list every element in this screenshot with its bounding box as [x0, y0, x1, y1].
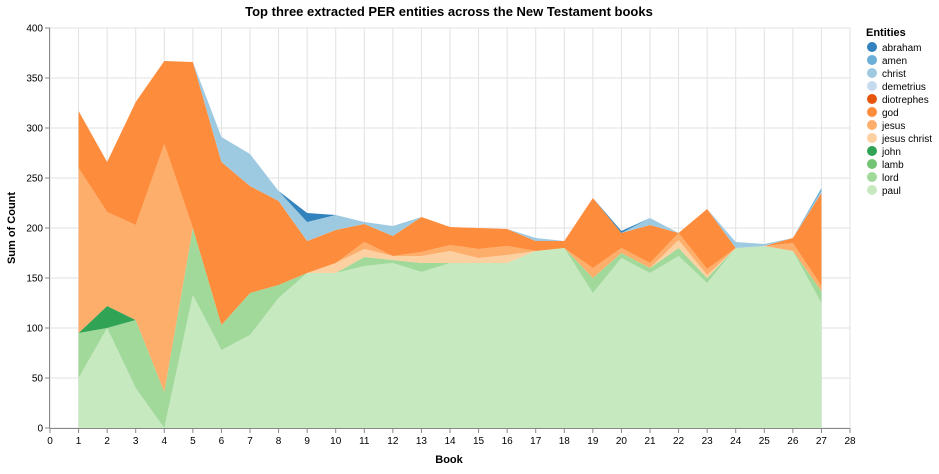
legend-label: jesus christ — [881, 134, 932, 145]
area-god — [78, 61, 822, 325]
x-tick-label: 23 — [702, 436, 714, 447]
area-paul — [78, 246, 822, 428]
legend-label: abraham — [882, 43, 921, 54]
x-tick-label: 19 — [587, 436, 599, 447]
area-lord — [78, 228, 822, 428]
x-tick-label: 25 — [759, 436, 771, 447]
legend-label: jesus — [881, 121, 905, 132]
x-tick-label: 24 — [730, 436, 742, 447]
x-tick-label: 17 — [530, 436, 542, 447]
x-tick-label: 1 — [76, 436, 82, 447]
area-jesus-christ — [78, 228, 822, 392]
x-tick-label: 7 — [247, 436, 253, 447]
legend-swatch — [867, 159, 877, 169]
area-christ — [78, 61, 822, 248]
axes: 0 1 2 3 4 5 6 7 8 9 10 11 12 13 14 15 16 17 18 19 20 21 22 23 24… — [26, 24, 856, 448]
legend-label: demetrius — [882, 82, 926, 93]
legend-label: john — [881, 147, 901, 158]
legend-swatch — [867, 42, 877, 52]
x-tick-label: 27 — [816, 436, 828, 447]
x-tick-label: 14 — [444, 436, 456, 447]
x-tick-label: 20 — [616, 436, 628, 447]
legend-label: diotrephes — [882, 95, 929, 106]
x-tick-label: 9 — [304, 436, 310, 447]
x-tick-label: 18 — [559, 436, 571, 447]
legend-swatch — [867, 133, 877, 143]
y-tick-label: 400 — [26, 24, 43, 35]
legend-swatch — [867, 55, 877, 65]
x-tick-label: 21 — [644, 436, 656, 447]
x-tick-label: 13 — [416, 436, 428, 447]
legend-swatch — [867, 68, 877, 78]
legend-swatch — [867, 172, 877, 182]
x-tick-label: 5 — [190, 436, 196, 447]
legend-swatch — [867, 146, 877, 156]
x-tick-label: 2 — [104, 436, 110, 447]
x-tick-label: 6 — [219, 436, 225, 447]
x-tick-label: 4 — [162, 436, 168, 447]
x-tick-label: 11 — [359, 436, 370, 447]
x-tick-label: 15 — [473, 436, 485, 447]
y-tick-label: 100 — [26, 324, 43, 335]
y-axis-title: Sum of Count — [6, 192, 18, 264]
x-tick-label: 16 — [502, 436, 514, 447]
y-tick-label: 150 — [26, 274, 43, 285]
chart-title: Top three extracted PER entities across … — [245, 4, 653, 19]
x-tick-label: 3 — [133, 436, 139, 447]
x-tick-label: 28 — [844, 436, 856, 447]
y-tick-label: 300 — [26, 124, 43, 135]
x-tick-label: 12 — [387, 436, 399, 447]
y-tick-label: 200 — [26, 224, 43, 235]
x-tick-label: 26 — [787, 436, 799, 447]
legend: Entities abraham amen christ demetrius diotr… — [866, 27, 932, 197]
area-series-layer — [78, 61, 822, 428]
legend-swatch — [867, 185, 877, 195]
legend-label: lord — [882, 173, 899, 184]
legend-label: amen — [882, 56, 907, 67]
legend-label: christ — [882, 69, 906, 80]
legend-swatch — [867, 107, 877, 117]
x-tick-label: 22 — [673, 436, 685, 447]
legend-label: god — [882, 108, 899, 119]
legend-title: Entities — [866, 27, 906, 39]
y-tick-label: 50 — [32, 374, 44, 385]
x-tick-label: 0 — [47, 436, 53, 447]
legend-label: lamb — [882, 160, 904, 171]
legend-swatch — [867, 81, 877, 91]
legend-label: paul — [882, 186, 901, 197]
y-tick-label: 350 — [26, 74, 43, 85]
legend-swatch — [867, 94, 877, 104]
y-tick-label: 0 — [37, 424, 43, 435]
x-tick-label: 8 — [276, 436, 282, 447]
legend-swatch — [867, 120, 877, 130]
y-tick-label: 250 — [26, 174, 43, 185]
x-tick-label: 10 — [330, 436, 342, 447]
x-axis-title: Book — [435, 454, 463, 466]
